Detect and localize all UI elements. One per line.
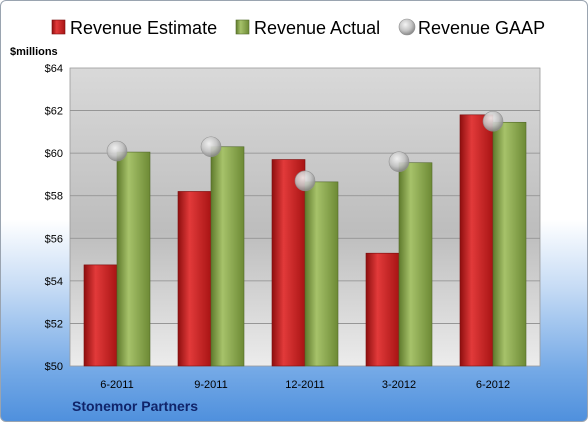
estimate-bar [177, 191, 212, 367]
y-tick-label: $56 [45, 233, 63, 245]
y-tick-label: $58 [45, 191, 63, 203]
actual-bar [210, 146, 245, 367]
legend-label: Revenue GAAP [418, 18, 545, 38]
gaap-dot [388, 151, 410, 172]
estimate-bar [365, 252, 400, 367]
y-tick-label: $50 [45, 361, 63, 373]
legend-swatch-gaap [398, 18, 416, 36]
gaap-dot [106, 140, 128, 162]
estimate-bar [459, 114, 494, 367]
x-tick-label: 6-2011 [100, 379, 133, 391]
actual-bar [116, 151, 151, 367]
y-tick-label: $54 [45, 276, 63, 288]
gaap-dot [200, 136, 222, 158]
y-tick-label: $62 [45, 106, 63, 118]
x-tick-label: 3-2012 [382, 379, 416, 391]
y-tick-label: $60 [45, 148, 63, 160]
x-tick-label: 12-2011 [285, 379, 325, 391]
actual-bar [398, 162, 433, 367]
y-tick-label: $64 [45, 63, 63, 75]
legend-swatch-estimate [51, 19, 66, 35]
estimate-bar [83, 264, 118, 367]
unit-label: $millions [10, 46, 58, 58]
company-name: Stonemor Partners [72, 398, 199, 414]
legend-swatch-actual [235, 19, 250, 35]
legend-label: Revenue Estimate [70, 18, 217, 38]
x-tick-label: 6-2012 [476, 379, 510, 391]
gaap-dot [294, 170, 316, 192]
actual-bar [492, 121, 527, 367]
y-tick-label: $52 [45, 318, 63, 330]
legend-label: Revenue Actual [254, 18, 380, 38]
estimate-bar [271, 159, 306, 367]
x-tick-label: 9-2011 [194, 379, 227, 391]
gaap-dot [482, 110, 504, 132]
actual-bar [304, 181, 339, 367]
